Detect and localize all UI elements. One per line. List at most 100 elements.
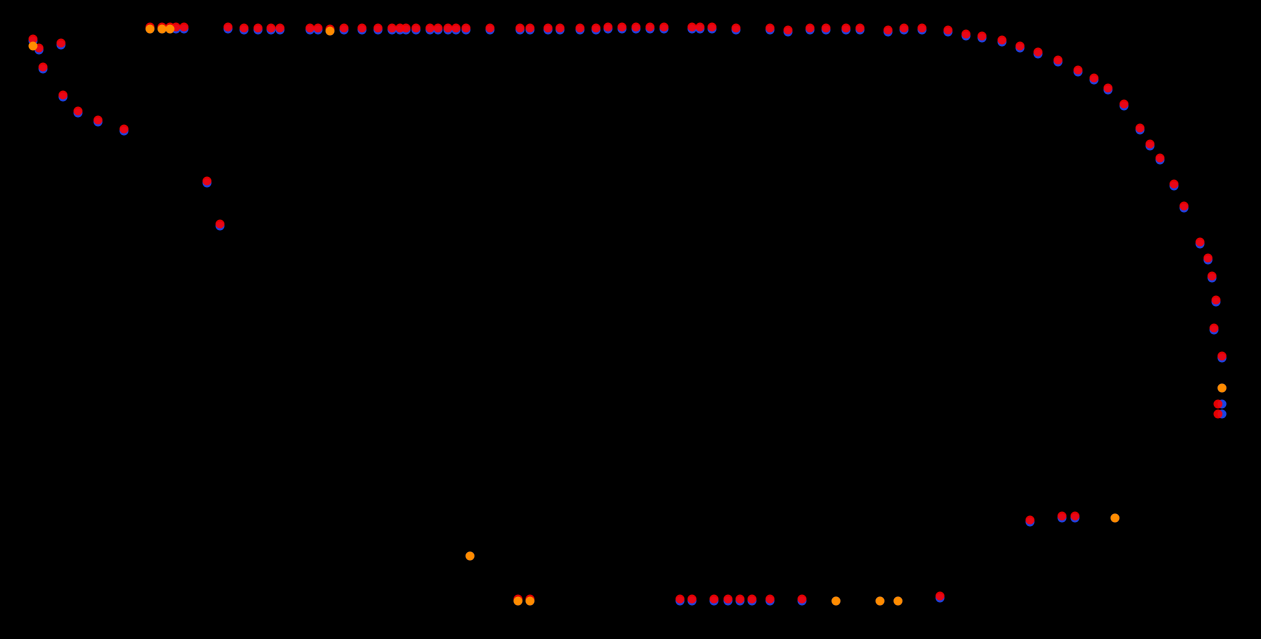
- data-point: [646, 23, 655, 32]
- data-point: [876, 597, 885, 606]
- data-point: [1214, 400, 1223, 409]
- data-point: [894, 597, 903, 606]
- data-point: [462, 24, 471, 33]
- data-point: [944, 26, 953, 35]
- data-point: [306, 24, 315, 33]
- data-point: [402, 24, 411, 33]
- scatter-svg: [0, 0, 1261, 639]
- data-point: [676, 595, 685, 604]
- data-point: [1090, 74, 1099, 83]
- data-point: [798, 595, 807, 604]
- data-point: [59, 91, 68, 100]
- data-point: [466, 552, 475, 561]
- data-point: [514, 597, 523, 606]
- data-point: [426, 24, 435, 33]
- data-point: [748, 595, 757, 604]
- data-point: [604, 23, 613, 32]
- data-point: [1111, 514, 1120, 523]
- data-point: [832, 597, 841, 606]
- data-point: [936, 592, 945, 601]
- data-point: [806, 24, 815, 33]
- data-point: [1074, 66, 1083, 75]
- series-orange-dots: [29, 25, 1227, 606]
- data-point: [120, 125, 129, 134]
- data-point: [556, 24, 565, 33]
- data-point: [1170, 180, 1179, 189]
- scatter-plot: [0, 0, 1261, 639]
- data-point: [94, 116, 103, 125]
- data-point: [962, 30, 971, 39]
- data-point: [1054, 56, 1063, 65]
- data-point: [900, 24, 909, 33]
- data-point: [326, 27, 335, 36]
- data-point: [1146, 140, 1155, 149]
- data-point: [1071, 512, 1080, 521]
- data-point: [1034, 48, 1043, 57]
- data-point: [166, 25, 175, 34]
- series-red-dots: [29, 23, 1227, 604]
- data-point: [29, 42, 38, 51]
- data-point: [708, 23, 717, 32]
- data-point: [544, 24, 553, 33]
- data-point: [998, 36, 1007, 45]
- data-point: [516, 24, 525, 33]
- data-point: [276, 24, 285, 33]
- data-point: [203, 177, 212, 186]
- data-point: [766, 595, 775, 604]
- data-point: [1156, 154, 1165, 163]
- data-point: [856, 24, 865, 33]
- data-point: [434, 24, 443, 33]
- data-point: [766, 24, 775, 33]
- data-point: [158, 25, 167, 34]
- data-point: [340, 24, 349, 33]
- data-point: [822, 24, 831, 33]
- data-point: [618, 23, 627, 32]
- data-point: [1208, 272, 1217, 281]
- data-point: [412, 24, 421, 33]
- data-point: [784, 26, 793, 35]
- data-point: [314, 24, 323, 33]
- data-point: [1214, 410, 1223, 419]
- data-point: [1104, 84, 1113, 93]
- data-point: [1210, 324, 1219, 333]
- data-point: [486, 24, 495, 33]
- data-point: [444, 24, 453, 33]
- data-point: [1218, 352, 1227, 361]
- data-point: [632, 23, 641, 32]
- data-point: [710, 595, 719, 604]
- data-point: [736, 595, 745, 604]
- data-point: [696, 23, 705, 32]
- data-point: [1204, 254, 1213, 263]
- data-point: [1136, 124, 1145, 133]
- data-point: [592, 24, 601, 33]
- data-point: [660, 23, 669, 32]
- data-point: [1218, 384, 1227, 393]
- data-point: [688, 595, 697, 604]
- data-point: [146, 25, 155, 34]
- data-point: [452, 24, 461, 33]
- data-point: [39, 63, 48, 72]
- data-point: [254, 24, 263, 33]
- data-point: [374, 24, 383, 33]
- data-point: [688, 23, 697, 32]
- data-point: [842, 24, 851, 33]
- data-point: [526, 597, 535, 606]
- data-point: [1120, 100, 1129, 109]
- data-point: [240, 24, 249, 33]
- data-point: [978, 32, 987, 41]
- data-point: [1196, 238, 1205, 247]
- data-point: [216, 220, 225, 229]
- data-point: [74, 107, 83, 116]
- series-blue-underlay: [29, 25, 1227, 606]
- data-point: [1180, 202, 1189, 211]
- data-point: [576, 24, 585, 33]
- data-point: [388, 24, 397, 33]
- data-point: [224, 23, 233, 32]
- data-point: [724, 595, 733, 604]
- data-point: [1016, 42, 1025, 51]
- data-point: [1212, 296, 1221, 305]
- data-point: [732, 24, 741, 33]
- data-point: [1058, 512, 1067, 521]
- data-point: [267, 24, 276, 33]
- data-point: [918, 24, 927, 33]
